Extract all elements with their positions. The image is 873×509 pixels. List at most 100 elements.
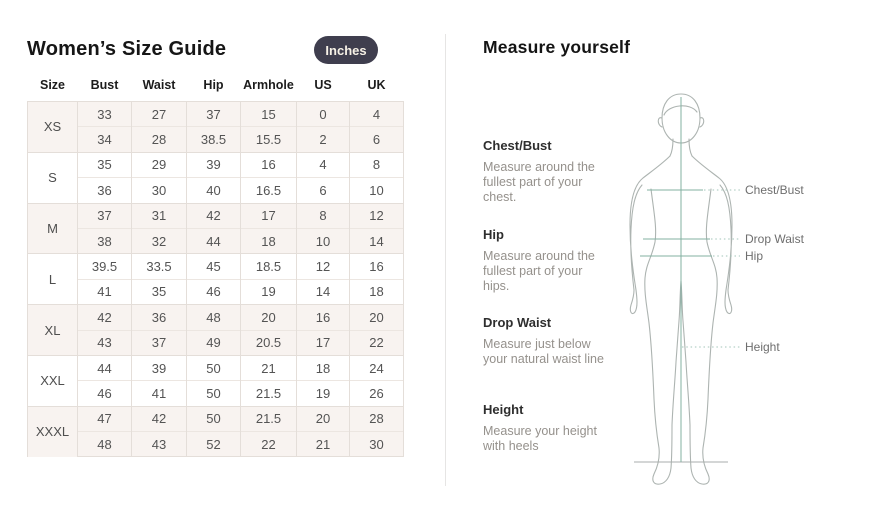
table-row: 38 32 44 18 10 14 bbox=[28, 227, 404, 254]
measurement-cell: 6 bbox=[296, 177, 350, 204]
column-header-hip: Hip bbox=[203, 78, 224, 92]
measurement-cell: 10 bbox=[349, 177, 404, 204]
column-header-size: Size bbox=[39, 78, 65, 92]
size-label-cell: L bbox=[27, 253, 78, 305]
figure-neck bbox=[669, 138, 693, 157]
measure-yourself-title: Measure yourself bbox=[483, 37, 631, 57]
measurement-cell: 52 bbox=[186, 431, 241, 458]
table-row: M 37 31 42 17 8 12 bbox=[27, 202, 404, 254]
measure-yourself-panel: Measure yourself Chest/Bust Measure arou… bbox=[445, 0, 873, 509]
section-label: Drop Waist bbox=[483, 315, 552, 330]
measurement-cell: 48 bbox=[77, 431, 132, 458]
table-row: 41 35 46 19 14 18 bbox=[28, 278, 404, 305]
column-header-uk: UK bbox=[367, 78, 386, 92]
measurement-cell: 27 bbox=[131, 100, 187, 127]
measurement-cell: 33 bbox=[77, 100, 132, 127]
measurement-cell: 42 bbox=[77, 304, 132, 331]
measurement-cell: 32 bbox=[131, 227, 187, 254]
measurement-cell: 46 bbox=[186, 278, 241, 305]
measurement-cell: 15 bbox=[240, 100, 297, 127]
measurement-cell: 19 bbox=[296, 380, 350, 407]
measurement-cell: 18.5 bbox=[240, 253, 297, 280]
measurement-cell: 35 bbox=[77, 151, 132, 178]
figure-label-drop-waist: Drop Waist bbox=[745, 232, 805, 246]
figure-body-right bbox=[680, 188, 718, 485]
figure-arm-right bbox=[718, 177, 733, 315]
column-header-armhole: Armhole bbox=[243, 78, 294, 92]
size-table-header: Size Bust Waist Hip Armhole US UK bbox=[28, 78, 404, 102]
measurement-cell: 42 bbox=[131, 405, 187, 432]
measurement-cell: 39 bbox=[131, 354, 187, 381]
measurement-cell: 42 bbox=[186, 202, 241, 229]
measurement-cell: 26 bbox=[349, 380, 404, 407]
section-label: Hip bbox=[483, 227, 504, 242]
size-label-cell: XS bbox=[27, 101, 78, 153]
measurement-cell: 50 bbox=[186, 354, 241, 381]
measurement-cell: 16 bbox=[349, 253, 404, 280]
measurement-cell: 37 bbox=[131, 329, 187, 356]
measurement-cell: 18 bbox=[349, 278, 404, 305]
section-label: Height bbox=[483, 402, 524, 417]
measurement-cell: 46 bbox=[77, 380, 132, 407]
measurement-cell: 28 bbox=[349, 405, 404, 432]
measurement-cell: 14 bbox=[296, 278, 350, 305]
figure-ear-left bbox=[657, 117, 663, 128]
measurement-cell: 31 bbox=[131, 202, 187, 229]
measurement-cell: 38 bbox=[77, 227, 132, 254]
measurement-cell: 20.5 bbox=[240, 329, 297, 356]
size-table-body: XS 33 27 37 15 0 4 34 28 38.5 15.5 2 6 S 35 29 39 16 4 8 36 3… bbox=[27, 100, 404, 458]
measurement-cell: 22 bbox=[240, 431, 297, 458]
measurement-cell: 30 bbox=[349, 431, 404, 458]
measurement-cell: 44 bbox=[77, 354, 132, 381]
size-label-cell: S bbox=[27, 151, 78, 204]
section-description: Measure around the fullest part of your … bbox=[483, 249, 595, 293]
units-toggle-button[interactable]: Inches bbox=[314, 36, 378, 64]
measurement-cell: 29 bbox=[131, 151, 187, 178]
measurement-cell: 33.5 bbox=[131, 253, 187, 280]
measurement-cell: 41 bbox=[131, 380, 187, 407]
measurement-cell: 37 bbox=[186, 100, 241, 127]
body-figure-svg: Chest/Bust Drop Waist Hip Height bbox=[629, 93, 805, 485]
measurement-cell: 16.5 bbox=[240, 177, 297, 204]
measurement-cell: 10 bbox=[296, 227, 350, 254]
table-row: 36 30 40 16.5 6 10 bbox=[28, 177, 404, 204]
measurement-cell: 20 bbox=[349, 304, 404, 331]
measurement-cell: 22 bbox=[349, 329, 404, 356]
column-header-bust: Bust bbox=[90, 78, 119, 92]
section-description: Measure around the fullest part of your … bbox=[483, 160, 595, 204]
measurement-cell: 4 bbox=[296, 151, 350, 178]
figure-arm-left bbox=[629, 177, 644, 315]
measurement-cell: 18 bbox=[240, 227, 297, 254]
figure-body-left bbox=[644, 188, 682, 485]
size-table: Size Bust Waist Hip Armhole US UK XS 33 27… bbox=[27, 78, 404, 458]
measurement-cell: 40 bbox=[186, 177, 241, 204]
measurement-cell: 21.5 bbox=[240, 380, 297, 407]
figure-label-height: Height bbox=[745, 340, 780, 354]
measurement-cell: 45 bbox=[186, 253, 241, 280]
size-label-cell: XL bbox=[27, 304, 78, 356]
measurement-cell: 39.5 bbox=[77, 253, 132, 280]
section-chest-bust: Chest/Bust Measure around the fullest pa… bbox=[483, 138, 609, 205]
measurement-cell: 12 bbox=[349, 202, 404, 229]
size-label-cell: XXL bbox=[27, 354, 78, 407]
size-label-cell: M bbox=[27, 202, 78, 254]
measurement-cell: 21 bbox=[296, 431, 350, 458]
column-header-us: US bbox=[314, 78, 332, 92]
size-guide-title: Women’s Size Guide bbox=[27, 38, 227, 60]
table-row: XL 42 36 48 20 16 20 bbox=[27, 304, 404, 356]
measurement-cell: 4 bbox=[349, 100, 404, 127]
section-drop-waist: Drop Waist Measure just below your natur… bbox=[483, 315, 609, 367]
measurement-cell: 21 bbox=[240, 354, 297, 381]
body-figure: Chest/Bust Drop Waist Hip Height bbox=[590, 85, 830, 495]
section-hip: Hip Measure around the fullest part of y… bbox=[483, 227, 609, 294]
measurement-cell: 47 bbox=[77, 405, 132, 432]
table-row: XXXL 47 42 50 21.5 20 28 bbox=[27, 405, 404, 457]
measurement-cell: 34 bbox=[77, 126, 132, 153]
measurement-cell: 43 bbox=[77, 329, 132, 356]
size-label-cell: XXXL bbox=[27, 405, 78, 457]
measurement-cell: 12 bbox=[296, 253, 350, 280]
table-row: S 35 29 39 16 4 8 bbox=[27, 151, 404, 204]
table-row: L 39.5 33.5 45 18.5 12 16 bbox=[27, 253, 404, 305]
measurement-cell: 38.5 bbox=[186, 126, 241, 153]
